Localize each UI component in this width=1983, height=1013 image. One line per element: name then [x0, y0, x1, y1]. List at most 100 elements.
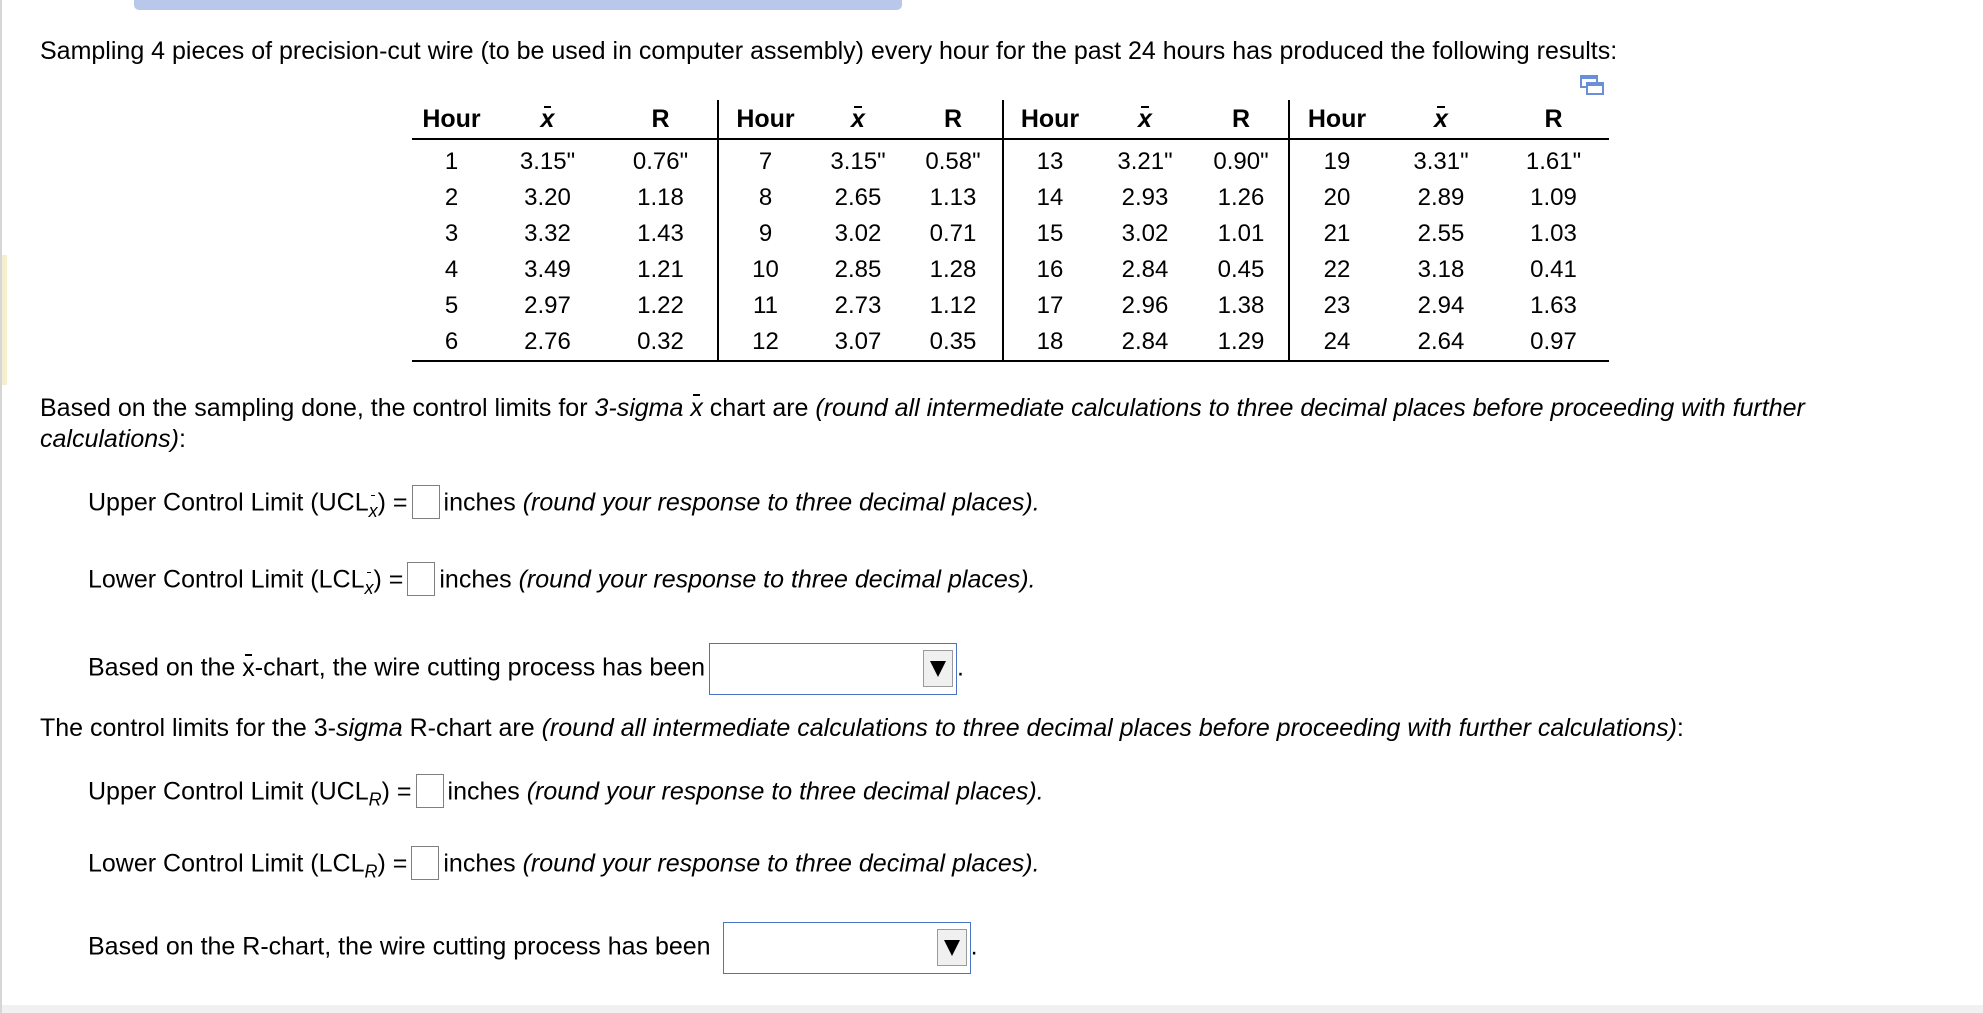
- ucl-xbar-row: Upper Control Limit (UCLx) = inches (roun…: [88, 485, 1040, 527]
- ucl-xbar-input[interactable]: [411, 485, 440, 519]
- cell-hour: 5: [444, 292, 459, 319]
- cell-range: 0.35: [904, 324, 1004, 362]
- cell-xbar: 2.96: [1121, 292, 1169, 319]
- cell-xbar: 3.32: [524, 220, 571, 247]
- cell-range: 1.28: [904, 252, 1004, 288]
- table-row: 2 3.20 1.18 8 2.65 1.13 14 2.93 1.26 20 …: [412, 180, 1609, 216]
- cell-range: 1.29: [1194, 324, 1290, 362]
- cell-range: 0.71: [904, 216, 1004, 252]
- chevron-down-icon[interactable]: [923, 650, 954, 687]
- col-header-range: R: [604, 100, 719, 140]
- cell-range: 0.41: [1530, 256, 1577, 283]
- cell-hour: 14: [1036, 184, 1064, 211]
- table-row: 1 3.15" 0.76" 7 3.15" 0.58" 13 3.21" 0.9…: [412, 139, 1609, 180]
- copy-table-icon[interactable]: [1580, 74, 1604, 96]
- cell-hour: 23: [1323, 292, 1351, 319]
- col-header-range: R: [1498, 100, 1609, 140]
- col-header-xbar: x: [1096, 100, 1194, 140]
- cell-hour: 1: [444, 148, 459, 175]
- cell-xbar: 3.18: [1417, 256, 1465, 283]
- lcl-xbar-row: Lower Control Limit (LCLx) = inches (roun…: [88, 562, 1036, 604]
- cell-hour: 2: [444, 184, 459, 211]
- xbar-conclusion-row: Based on the x-chart, the wire cutting p…: [88, 643, 964, 695]
- cell-xbar: 2.64: [1384, 324, 1498, 362]
- cell-hour: 16: [1036, 256, 1064, 283]
- cell-xbar: 3.20: [524, 184, 571, 211]
- cell-range: 0.45: [1194, 252, 1290, 288]
- cell-xbar: 2.97: [524, 292, 571, 319]
- cell-xbar: 3.15": [830, 148, 886, 175]
- r-process-dropdown[interactable]: [722, 922, 971, 974]
- cell-range: 0.32: [604, 324, 719, 362]
- cell-hour: 19: [1323, 148, 1351, 175]
- cell-hour: 10: [752, 256, 779, 283]
- cell-range: 1.38: [1194, 288, 1290, 324]
- cell-range: 1.03: [1530, 220, 1577, 247]
- cell-hour: 20: [1323, 184, 1351, 211]
- cell-xbar: 2.73: [834, 292, 882, 319]
- cell-xbar: 2.84: [1121, 256, 1169, 283]
- chevron-down-icon[interactable]: [936, 929, 967, 966]
- cell-hour: 6: [412, 324, 491, 362]
- cell-hour: 8: [758, 184, 773, 211]
- top-progress-bar: [134, 0, 902, 10]
- table-row: 3 3.32 1.43 9 3.02 0.71 15 3.02 1.01 21 …: [412, 216, 1609, 252]
- cell-hour: 9: [758, 220, 773, 247]
- cell-xbar: 3.49: [524, 256, 571, 283]
- cell-xbar: 3.02: [1121, 220, 1169, 247]
- xbar-symbol: x: [690, 394, 703, 422]
- cell-hour: 22: [1323, 256, 1351, 283]
- table-header-row: Hour x R Hour x R Hour x R Hour x R: [412, 100, 1609, 140]
- col-header-hour: Hour: [1003, 100, 1096, 140]
- table-row: 6 2.76 0.32 12 3.07 0.35 18 2.84 1.29 24…: [412, 324, 1609, 362]
- cell-xbar: 2.94: [1417, 292, 1465, 319]
- col-header-hour: Hour: [412, 100, 491, 140]
- xbar-process-dropdown[interactable]: [709, 643, 958, 695]
- cell-range: 0.76": [604, 139, 719, 180]
- r-section-prompt: The control limits for the 3-sigma R-cha…: [40, 714, 1684, 742]
- cell-hour: 21: [1323, 220, 1351, 247]
- cell-xbar: 2.76: [491, 324, 604, 362]
- lcl-r-input[interactable]: [411, 846, 440, 880]
- cell-range: 1.61": [1525, 148, 1582, 175]
- col-header-xbar: x: [812, 100, 904, 140]
- cell-xbar: 2.89: [1417, 184, 1465, 211]
- cell-hour: 18: [1003, 324, 1096, 362]
- col-header-xbar: x: [1384, 100, 1498, 140]
- cell-xbar: 3.07: [812, 324, 904, 362]
- xbar-section-prompt: Based on the sampling done, the control …: [40, 394, 1805, 453]
- cell-xbar: 2.55: [1417, 220, 1465, 247]
- bottom-strip: [2, 1005, 1983, 1013]
- cell-xbar: 2.84: [1096, 324, 1194, 362]
- col-header-hour: Hour: [718, 100, 812, 140]
- ucl-r-row: Upper Control Limit (UCLR) = inches (roun…: [88, 774, 1044, 816]
- ucl-r-input[interactable]: [415, 774, 444, 808]
- cell-range: 1.12: [904, 288, 1004, 324]
- cell-xbar: 3.15": [519, 148, 576, 175]
- cell-hour: 15: [1036, 220, 1064, 247]
- col-header-hour: Hour: [1289, 100, 1384, 140]
- cell-range: 1.22: [604, 288, 719, 324]
- cell-range: 1.43: [604, 216, 719, 252]
- cell-xbar: 2.85: [834, 256, 882, 283]
- cell-hour: 24: [1289, 324, 1384, 362]
- cell-hour: 13: [1036, 148, 1064, 175]
- lcl-xbar-input[interactable]: [407, 562, 436, 596]
- table-row: 4 3.49 1.21 10 2.85 1.28 16 2.84 0.45 22…: [412, 252, 1609, 288]
- col-header-range: R: [1194, 100, 1290, 140]
- question-intro: Sampling 4 pieces of precision-cut wire …: [40, 37, 1618, 65]
- cell-range: 1.26: [1194, 180, 1290, 216]
- cell-hour: 4: [444, 256, 459, 283]
- data-table: Hour x R Hour x R Hour x R Hour x R 1 3.…: [412, 100, 1609, 362]
- cell-range: 0.58": [904, 139, 1004, 180]
- cell-range: 0.97: [1498, 324, 1609, 362]
- col-header-xbar: x: [491, 100, 604, 140]
- cell-range: 0.90": [1194, 139, 1290, 180]
- col-header-range: R: [904, 100, 1004, 140]
- cell-xbar: 2.65: [834, 184, 882, 211]
- cell-range: 1.09: [1530, 184, 1577, 211]
- cell-hour: 17: [1036, 292, 1064, 319]
- cell-range: 1.18: [604, 180, 719, 216]
- cell-xbar: 3.02: [834, 220, 882, 247]
